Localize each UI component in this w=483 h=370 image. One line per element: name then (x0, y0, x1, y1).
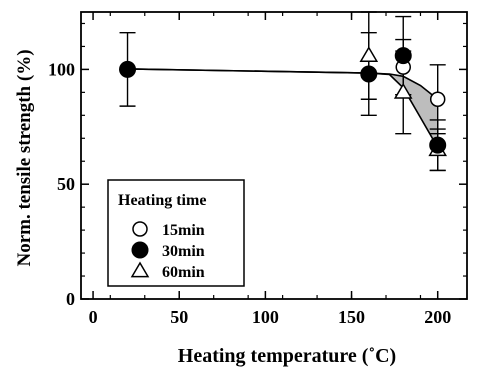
data-point-15min (429, 91, 446, 107)
legend-label-60min: 60min (162, 264, 205, 281)
legend-box (107, 179, 245, 287)
trend-band-fill (127, 68, 438, 148)
trend-line-upper (127, 68, 439, 100)
trend-line-layer (127, 68, 439, 148)
data-point-30min (394, 47, 412, 65)
legend-title: Heating time (118, 192, 206, 209)
legend-items: 15min 30min 60min (130, 221, 205, 281)
x-axis-label: Heating temperature (˚C) (178, 345, 396, 367)
data-point-30min (360, 65, 378, 83)
data-point-30min (119, 60, 137, 78)
y-tick-label: 50 (57, 174, 75, 194)
legend: Heating time 15min 30min 60min (107, 179, 245, 287)
x-tick-label: 0 (89, 307, 98, 327)
trend-line-lower (127, 68, 439, 148)
legend-label-30min: 30min (162, 243, 205, 260)
y-tick-label: 100 (48, 59, 75, 79)
tick-layer: 0 50 100 150 200 0 50 100 (48, 12, 467, 327)
y-tick-label: 0 (66, 289, 75, 309)
legend-label-15min: 15min (162, 222, 205, 239)
legend-marker-60min (130, 261, 150, 278)
point-layer (119, 46, 448, 157)
data-point-30min (429, 136, 447, 154)
plot-area-frame (80, 11, 468, 300)
x-tick-label: 150 (338, 307, 365, 327)
data-point-60min (359, 46, 379, 62)
error-bar-layer (119, 11, 446, 172)
y-axis-label: Norm. tensile strength (%) (14, 49, 35, 266)
legend-marker-15min (132, 221, 148, 237)
x-tick-label: 50 (170, 307, 188, 327)
x-tick-label: 200 (424, 307, 451, 327)
x-tick-label: 100 (252, 307, 279, 327)
legend-marker-30min (131, 241, 149, 259)
trend-band-layer (127, 68, 438, 148)
data-point-60min (393, 82, 413, 99)
